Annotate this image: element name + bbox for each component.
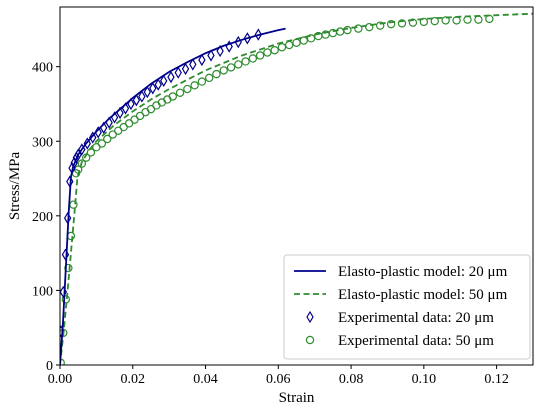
exp-50um-point (430, 16, 439, 26)
exp-50um-point (212, 69, 221, 79)
x-tick-label: 0.06 (266, 372, 291, 387)
exp-50um-point (386, 19, 396, 29)
legend-circle-icon (305, 335, 315, 345)
y-tick-label: 300 (32, 135, 53, 150)
exp-50um-point (190, 81, 199, 90)
exp-50um-point (226, 63, 236, 72)
exp-50um-point (343, 25, 352, 35)
y-axis-ticks: 0 100 200 300 400 (32, 61, 60, 374)
exp-20um-point (159, 74, 168, 88)
exp-50um-point (285, 40, 294, 50)
exp-20um-point (189, 58, 197, 71)
exp-50um-point (183, 84, 192, 94)
y-tick-label: 200 (32, 210, 53, 225)
x-tick-label: 0.04 (193, 372, 218, 387)
legend-label-exp-50um: Experimental data: 50 μm (338, 333, 494, 349)
y-tick-label: 100 (32, 284, 53, 299)
x-tick-label: 0.02 (121, 372, 146, 387)
exp-20um-point (207, 49, 215, 62)
exp-50um-point (204, 73, 214, 83)
x-axis-ticks: 0.00 0.02 0.04 0.06 0.08 0.10 0.12 (48, 365, 509, 387)
x-tick-label: 0.08 (339, 372, 364, 387)
exp-50um-point (64, 263, 73, 273)
exp-20um-point (243, 32, 252, 45)
exp-50um-point (234, 60, 243, 69)
exp-20um-point (132, 94, 141, 107)
plot-frame (59, 6, 534, 366)
exp-50um-point (270, 46, 279, 55)
exp-50um-point (77, 159, 87, 168)
exp-50um-point (277, 43, 287, 52)
exp-50um-point (263, 48, 272, 57)
exp-50um-point (375, 21, 385, 30)
exp-20um-point (138, 90, 146, 103)
exp-50um-point (365, 22, 374, 32)
exp-50um-point (175, 88, 185, 97)
exp-20um-point (149, 82, 157, 95)
y-tick-label: 0 (46, 359, 53, 374)
exp-50um-point (248, 54, 258, 63)
y-tick-label: 400 (32, 61, 53, 76)
x-axis-label: Strain (279, 390, 315, 406)
exp-50um-point (397, 19, 407, 28)
x-tick-label: 0.12 (484, 372, 509, 387)
exp-20um-point (143, 85, 152, 99)
exp-50um-point (441, 16, 450, 25)
exp-50um-point (103, 134, 112, 144)
exp-20um-point (167, 70, 175, 84)
legend-label-model-50um: Elasto-plastic model: 50 μm (338, 287, 508, 303)
exp-50um-point (168, 92, 177, 101)
exp-50um-point (299, 36, 308, 45)
exp-20um-point (174, 66, 182, 79)
model-50um-line (60, 12, 533, 365)
exp-50um-point (255, 51, 265, 60)
legend-label-model-20um: Elasto-plastic model: 20 μm (338, 264, 508, 280)
exp-20um-point (198, 53, 206, 67)
legend-box (283, 254, 531, 360)
exp-20um-point (154, 78, 162, 91)
legend-diamond-icon (306, 310, 314, 324)
y-axis-label: Stress/MPa (7, 151, 23, 220)
exp-50um-point (97, 139, 107, 148)
exp-20um-point (254, 28, 262, 41)
exp-20um-point (181, 62, 190, 76)
exp-50um-point (306, 34, 316, 43)
exp-50um-point (419, 17, 429, 27)
exp-50um-point (197, 77, 207, 86)
exp-50um-point (474, 15, 483, 24)
exp-50um-point (241, 57, 250, 66)
exp-20um-point (83, 137, 91, 150)
exp-20um-point (216, 44, 224, 58)
legend: Elasto-plastic model: 20 μm Elasto-plast… (283, 254, 531, 360)
exp-50um-point (292, 38, 301, 48)
exp-50um-point (452, 16, 461, 25)
legend-label-exp-20um: Experimental data: 20 μm (338, 310, 494, 326)
x-tick-label: 0.10 (412, 372, 437, 387)
exp-20um-point (89, 131, 97, 144)
exp-50um-point (219, 66, 228, 75)
model-20um-line (60, 27, 286, 365)
exp-50um-point (408, 18, 418, 27)
x-tick-label: 0.00 (48, 372, 73, 387)
exp-50um-point (354, 24, 363, 33)
